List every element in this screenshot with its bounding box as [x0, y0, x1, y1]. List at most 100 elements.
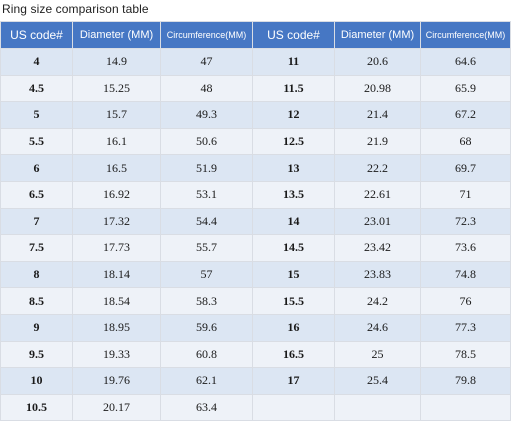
empty-cell [334, 393, 421, 421]
diameter-cell: 16.1 [72, 127, 161, 156]
header-row: US code# Diameter (MM) Circumference(MM)… [0, 21, 511, 49]
us-code-cell: 13 [252, 154, 335, 182]
diameter-cell: 19.33 [72, 340, 161, 369]
diameter-cell: 25 [334, 340, 421, 369]
circumference-cell: 55.7 [160, 234, 253, 262]
diameter-cell: 24.6 [334, 313, 421, 342]
diameter-cell: 23.83 [334, 260, 421, 289]
us-code-cell: 17 [252, 367, 335, 395]
circumference-cell: 77.3 [420, 313, 511, 342]
table-row: 10 19.76 62.1 17 25.4 79.8 [0, 367, 511, 395]
circumference-cell: 72.3 [420, 207, 511, 236]
table-row: 8.5 18.54 58.3 15.5 24.2 76 [0, 287, 511, 315]
us-code-cell: 12 [252, 101, 335, 129]
table-row: 7.5 17.73 55.7 14.5 23.42 73.6 [0, 234, 511, 262]
header-circumference: Circumference(MM) [420, 21, 511, 49]
us-code-cell: 13.5 [252, 180, 335, 209]
diameter-cell: 16.5 [72, 154, 161, 182]
table-row: 7 17.32 54.4 14 23.01 72.3 [0, 207, 511, 236]
circumference-cell: 50.6 [160, 127, 253, 156]
us-code-cell: 6.5 [0, 180, 73, 209]
diameter-cell: 25.4 [334, 367, 421, 395]
circumference-cell: 64.6 [420, 48, 511, 76]
circumference-cell: 60.8 [160, 340, 253, 369]
table-row: 10.5 20.17 63.4 [0, 393, 511, 421]
circumference-cell: 76 [420, 287, 511, 315]
us-code-cell: 10.5 [0, 393, 73, 421]
circumference-cell: 51.9 [160, 154, 253, 182]
diameter-cell: 19.76 [72, 367, 161, 395]
us-code-cell: 11 [252, 48, 335, 76]
circumference-cell: 63.4 [160, 393, 253, 421]
us-code-cell: 5.5 [0, 127, 73, 156]
header-circumference: Circumference(MM) [160, 21, 253, 49]
circumference-cell: 68 [420, 127, 511, 156]
circumference-cell: 49.3 [160, 101, 253, 129]
diameter-cell: 22.61 [334, 180, 421, 209]
circumference-cell: 71 [420, 180, 511, 209]
circumference-cell: 47 [160, 48, 253, 76]
diameter-cell: 15.25 [72, 74, 161, 103]
header-diameter: Diameter (MM) [72, 21, 161, 49]
empty-cell [252, 393, 335, 421]
table-title: Ring size comparison table [2, 2, 149, 16]
diameter-cell: 21.9 [334, 127, 421, 156]
diameter-cell: 24.2 [334, 287, 421, 315]
diameter-cell: 21.4 [334, 101, 421, 129]
us-code-cell: 7.5 [0, 234, 73, 262]
table-row: 9 18.95 59.6 16 24.6 77.3 [0, 313, 511, 342]
table-row: 8 18.14 57 15 23.83 74.8 [0, 260, 511, 289]
us-code-cell: 14.5 [252, 234, 335, 262]
us-code-cell: 8 [0, 260, 73, 289]
table-body: 4 14.9 47 11 20.6 64.6 4.5 15.25 48 11.5 20.98 65.9… [0, 48, 511, 421]
table-row: 5 15.7 49.3 12 21.4 67.2 [0, 101, 511, 129]
diameter-cell: 17.32 [72, 207, 161, 236]
diameter-cell: 23.42 [334, 234, 421, 262]
diameter-cell: 20.6 [334, 48, 421, 76]
us-code-cell: 9 [0, 313, 73, 342]
us-code-cell: 7 [0, 207, 73, 236]
us-code-cell: 11.5 [252, 74, 335, 103]
circumference-cell: 67.2 [420, 101, 511, 129]
circumference-cell: 54.4 [160, 207, 253, 236]
us-code-cell: 8.5 [0, 287, 73, 315]
circumference-cell: 59.6 [160, 313, 253, 342]
circumference-cell: 58.3 [160, 287, 253, 315]
circumference-cell: 78.5 [420, 340, 511, 369]
table-row: 4.5 15.25 48 11.5 20.98 65.9 [0, 74, 511, 103]
diameter-cell: 18.95 [72, 313, 161, 342]
diameter-cell: 23.01 [334, 207, 421, 236]
diameter-cell: 20.98 [334, 74, 421, 103]
circumference-cell: 65.9 [420, 74, 511, 103]
circumference-cell: 53.1 [160, 180, 253, 209]
us-code-cell: 16 [252, 313, 335, 342]
table-row: 6 16.5 51.9 13 22.2 69.7 [0, 154, 511, 182]
ring-size-table: US code# Diameter (MM) Circumference(MM)… [0, 21, 511, 421]
header-diameter: Diameter (MM) [334, 21, 421, 49]
table-row: 5.5 16.1 50.6 12.5 21.9 68 [0, 127, 511, 156]
us-code-cell: 15 [252, 260, 335, 289]
diameter-cell: 18.54 [72, 287, 161, 315]
header-us-code: US code# [0, 21, 73, 49]
us-code-cell: 4 [0, 48, 73, 76]
empty-cell [420, 393, 511, 421]
diameter-cell: 22.2 [334, 154, 421, 182]
us-code-cell: 4.5 [0, 74, 73, 103]
diameter-cell: 14.9 [72, 48, 161, 76]
us-code-cell: 14 [252, 207, 335, 236]
diameter-cell: 16.92 [72, 180, 161, 209]
us-code-cell: 10 [0, 367, 73, 395]
us-code-cell: 12.5 [252, 127, 335, 156]
circumference-cell: 74.8 [420, 260, 511, 289]
table-row: 4 14.9 47 11 20.6 64.6 [0, 48, 511, 76]
diameter-cell: 18.14 [72, 260, 161, 289]
circumference-cell: 79.8 [420, 367, 511, 395]
circumference-cell: 57 [160, 260, 253, 289]
us-code-cell: 15.5 [252, 287, 335, 315]
diameter-cell: 20.17 [72, 393, 161, 421]
header-us-code: US code# [252, 21, 335, 49]
circumference-cell: 73.6 [420, 234, 511, 262]
us-code-cell: 9.5 [0, 340, 73, 369]
diameter-cell: 17.73 [72, 234, 161, 262]
table-row: 6.5 16.92 53.1 13.5 22.61 71 [0, 180, 511, 209]
